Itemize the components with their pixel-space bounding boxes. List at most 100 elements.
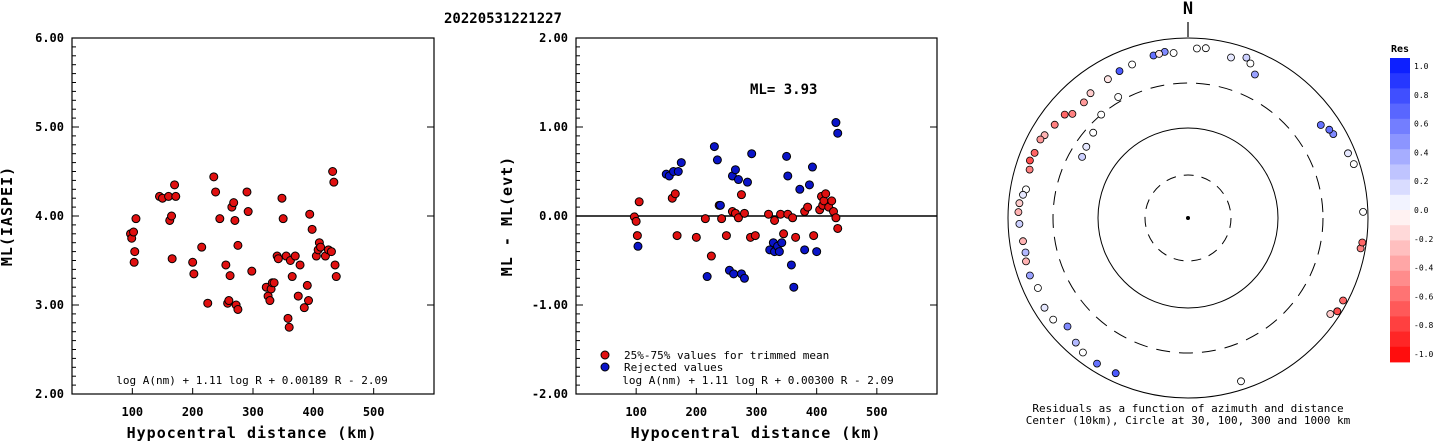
colorbar-tick-label: 0.0 (1414, 206, 1429, 215)
panel2-trimmed-point (770, 215, 780, 225)
panel1-formula: log A(nm) + 1.11 log R + 0.00189 R - 2.0… (116, 374, 388, 387)
panel1-y-tick-label: 2.00 (35, 387, 64, 401)
polar-station-point (1111, 369, 1120, 378)
panel2-trimmed-point (691, 232, 701, 242)
colorbar-ticks: 1.0 0.8 0.6 0.4 0.2 0.0 -0.2 -0.4 -0.6 -0.8 -1.0 (1414, 62, 1433, 359)
panel2-trimmed-point (827, 196, 837, 206)
polar-caption-1: Residuals as a function of azimuth and d… (1032, 402, 1343, 415)
panel2-rejected-point (729, 269, 739, 279)
panel-azimuth-residuals: N Residuals as a function of azimuth and… (1007, 0, 1369, 427)
polar-station-point (1026, 156, 1034, 165)
polar-station-point (1026, 271, 1034, 280)
panel2-rejected-point (715, 200, 725, 210)
panel2-x-tick-label: 200 (685, 405, 707, 419)
panel2-rejected-point (789, 282, 799, 292)
panel1-data-point (129, 257, 139, 267)
ml-value-label: ML= 3.93 (750, 82, 817, 98)
panel2-trimmed-point (632, 231, 642, 241)
panel2-y-ticks: -2.00 -1.00 0.00 1.00 2.00 (532, 31, 937, 401)
panel2-trimmed-point (831, 213, 841, 223)
panel2-trimmed-point (634, 197, 644, 207)
panel2-rejected-point (709, 142, 719, 152)
colorbar-tick-label: 0.2 (1414, 177, 1429, 186)
colorbar-swatch (1390, 331, 1410, 348)
panel1-data-point (233, 304, 243, 314)
panel1-data-point (295, 260, 305, 270)
panel1-data-point (331, 272, 341, 282)
polar-station-point (1071, 338, 1080, 347)
colorbar-swatch (1390, 179, 1410, 196)
polar-station-point (1068, 110, 1077, 118)
polar-station-point (1030, 148, 1039, 157)
polar-station-point (1333, 307, 1342, 316)
polar-station-point (1089, 128, 1098, 137)
panel1-points (126, 167, 341, 332)
panel1-data-point (209, 172, 219, 182)
polar-caption-2: Center (10km), Circle at 30, 100, 300 an… (1026, 414, 1351, 427)
polar-station-point (1082, 142, 1091, 151)
polar-station-point (1316, 121, 1325, 129)
polar-station-point (1358, 238, 1367, 247)
colorbar-swatch (1390, 73, 1410, 89)
polar-station-point (1104, 75, 1112, 84)
panel2-rejected-point (742, 177, 752, 187)
panel1-data-point (316, 242, 326, 252)
polar-station-point (1021, 248, 1030, 257)
panel1-data-point (247, 266, 257, 276)
panel2-trimmed-point (803, 202, 813, 212)
panel1-data-point (221, 260, 231, 270)
panel1-y-tick-label: 4.00 (35, 209, 64, 223)
ring-100km (1097, 127, 1279, 309)
colorbar-tick-label: 1.0 (1414, 62, 1429, 71)
polar-station-point (1246, 59, 1255, 68)
polar-station-point (1050, 120, 1059, 129)
panel1-x-tick-label: 300 (242, 405, 264, 419)
polar-station-point (1359, 207, 1367, 216)
panel1-data-point (130, 247, 140, 257)
polar-station-point (1251, 70, 1259, 79)
panel2-rejected-point (795, 184, 805, 194)
polar-station-point (1036, 135, 1045, 144)
panel2-rejected-point (804, 180, 814, 190)
epicenter-dot (1186, 216, 1190, 220)
colorbar-tick-label: -0.2 (1414, 235, 1433, 244)
panel2-rejected-point (786, 260, 796, 270)
polar-station-point (1019, 237, 1027, 246)
polar-station-point (1022, 257, 1030, 266)
panel1-data-point (326, 247, 336, 257)
polar-station-point (1227, 53, 1235, 62)
panel2-y-axis-label: ML - ML(evt) (498, 156, 516, 276)
colorbar-swatch (1390, 118, 1410, 135)
panel1-x-axis-label: Hypocentral distance (km) (127, 424, 378, 441)
colorbar-swatch (1390, 194, 1410, 211)
polar-station-point (1237, 377, 1245, 386)
polar-station-point (1115, 67, 1124, 75)
panel2-trimmed-point (764, 209, 774, 219)
polar-station-point (1015, 219, 1024, 228)
ring-1000km (1007, 37, 1369, 399)
panel2-rejected-point (676, 158, 686, 168)
polar-station-point (1063, 322, 1072, 331)
panel2-rejected-point (783, 171, 793, 181)
panel-ml-iaspei: 100 200 300 400 500 2.00 3.00 4.00 5.00 6.00 log… (0, 31, 435, 441)
panel2-trimmed-point (750, 231, 760, 241)
polar-station-point (1169, 49, 1178, 57)
colorbar-swatch (1390, 103, 1410, 120)
panel2-rejected-point (833, 128, 843, 138)
panel2-trimmed-point (670, 189, 680, 199)
colorbar-title: Res (1391, 44, 1409, 55)
panel2-trimmed-point (821, 189, 831, 199)
panel1-data-point (328, 167, 338, 176)
panel1-data-point (273, 254, 283, 264)
colorbar-tick-label: -0.4 (1414, 264, 1433, 273)
colorbar-swatch (1390, 58, 1410, 74)
panel2-trimmed-point (791, 232, 801, 242)
panel1-x-tick-label: 400 (302, 405, 324, 419)
polar-station-point (1019, 190, 1027, 199)
ring-30km (1144, 174, 1232, 262)
polar-points (1014, 44, 1367, 386)
panel2-rejected-point (774, 247, 784, 257)
panel1-data-point (307, 224, 317, 234)
panel2-rejected-point (702, 272, 712, 282)
polar-station-point (1034, 284, 1042, 292)
